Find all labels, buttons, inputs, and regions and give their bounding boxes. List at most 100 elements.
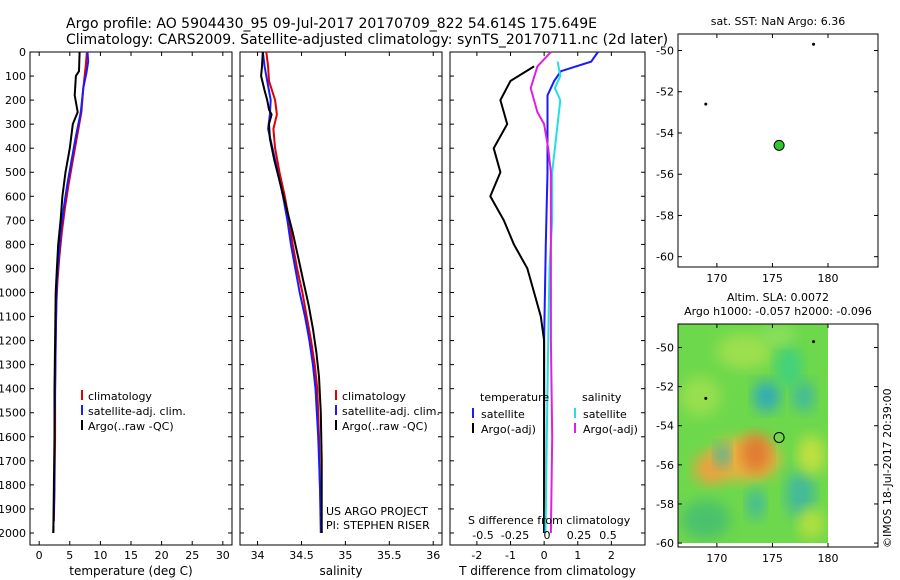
x-tick-label: 175 bbox=[762, 552, 783, 565]
x-axis-label: salinity bbox=[319, 564, 362, 578]
x-tick-label: 170 bbox=[706, 552, 727, 565]
heatmap-blob bbox=[792, 380, 815, 413]
x-tick-label: 35.5 bbox=[377, 549, 402, 562]
y-tick-label: 600 bbox=[5, 190, 26, 203]
series-line bbox=[52, 51, 88, 522]
y-tick-label: -50 bbox=[656, 44, 674, 57]
y-tick-label: -56 bbox=[656, 459, 674, 472]
x-tick-label: 35 bbox=[338, 549, 352, 562]
x-tick-label: 10 bbox=[93, 549, 107, 562]
heatmap-blob bbox=[681, 500, 731, 540]
legend-entry: satellite-adj. clim. bbox=[88, 405, 186, 418]
x-tick-label: 170 bbox=[706, 272, 727, 285]
map-frame bbox=[677, 33, 879, 268]
legend-entry: satellite bbox=[481, 408, 525, 421]
map-title: Argo h1000: -0.057 h2000: -0.096 bbox=[684, 305, 872, 318]
legend-entry: Argo(-adj) bbox=[481, 423, 536, 436]
y-tick-label: -50 bbox=[656, 341, 674, 354]
y-tick-label: -54 bbox=[656, 420, 674, 433]
y-tick-label: 300 bbox=[5, 118, 26, 131]
plot-frame bbox=[29, 51, 233, 546]
argo-float-marker bbox=[773, 431, 785, 443]
y-tick-label: 700 bbox=[5, 214, 26, 227]
plot-frame bbox=[239, 51, 443, 546]
series-line bbox=[261, 51, 322, 534]
y-tick-label: 500 bbox=[5, 166, 26, 179]
series-line bbox=[52, 51, 81, 534]
series-line bbox=[260, 51, 323, 533]
y-tick-label: 1600 bbox=[0, 431, 26, 444]
annotation-text: US ARGO PROJECT bbox=[326, 505, 428, 518]
legend-title: temperature bbox=[480, 391, 549, 404]
y-tick-label: 400 bbox=[5, 142, 26, 155]
map-frame bbox=[677, 323, 879, 548]
annotation-text: PI: STEPHEN RISER bbox=[326, 519, 430, 532]
y-tick-label: 900 bbox=[5, 262, 26, 275]
x-tick-label: 36 bbox=[426, 549, 440, 562]
x-tick-label: 1 bbox=[574, 549, 581, 562]
profile-marker bbox=[812, 340, 816, 344]
sla-map-panel: 170 175 180 -50 -52 -54 -56 -58 -60 Altim. SLA: 0… bbox=[656, 291, 879, 565]
series-line bbox=[265, 51, 323, 534]
x-axis-label: T difference from climatology bbox=[458, 564, 636, 578]
profile-marker bbox=[812, 42, 816, 46]
y-tick-label: 800 bbox=[5, 238, 26, 251]
x-tick-label: 180 bbox=[818, 272, 839, 285]
argo-float-marker bbox=[773, 139, 785, 151]
x-tick-label: -1 bbox=[505, 549, 516, 562]
legend-entry: Argo(..raw -QC) bbox=[88, 420, 174, 433]
legend-entry: Argo(..raw -QC) bbox=[342, 420, 428, 433]
heatmap-blob bbox=[746, 488, 765, 520]
plot-frame bbox=[449, 51, 646, 546]
sst-map-panel: 170 175 180 -50 -52 -54 -56 -58 -60 sat. SST: NaN… bbox=[656, 15, 879, 285]
legend-entry: climatology bbox=[88, 390, 152, 403]
x-tick-label: 30 bbox=[216, 549, 230, 562]
y-tick-label: -60 bbox=[656, 537, 674, 550]
heatmap-blob bbox=[798, 507, 825, 540]
heatmap-blob bbox=[741, 433, 771, 473]
profile-marker bbox=[704, 102, 708, 106]
y-tick-label: 1100 bbox=[0, 311, 26, 324]
y-tick-label: 100 bbox=[5, 70, 26, 83]
difference-panel: -2 -1 0 1 2 T difference from climatology temp… bbox=[449, 51, 646, 578]
y-tick-label: 1900 bbox=[0, 503, 26, 516]
y-tick-label: -60 bbox=[656, 251, 674, 264]
y-tick-label: 1400 bbox=[0, 383, 26, 396]
x-tick-label: 15 bbox=[124, 549, 138, 562]
legend-entry: satellite bbox=[583, 408, 627, 421]
y-tick-label: -52 bbox=[656, 381, 674, 394]
map-title: sat. SST: NaN Argo: 6.36 bbox=[711, 15, 845, 28]
series-line bbox=[529, 51, 554, 534]
x2-axis-label: S difference from climatology bbox=[468, 514, 631, 527]
x-tick-label: -2 bbox=[471, 549, 482, 562]
legend-title: salinity bbox=[582, 391, 622, 404]
x-tick-label: 0 bbox=[36, 549, 43, 562]
y-tick-label: -58 bbox=[656, 209, 674, 222]
x2-tick-label: 0.5 bbox=[599, 529, 617, 542]
x2-tick-label: -0.25 bbox=[501, 529, 529, 542]
y-tick-label: 1500 bbox=[0, 407, 26, 420]
series-line bbox=[544, 61, 562, 534]
x2-tick-label: 0.25 bbox=[567, 529, 592, 542]
x-tick-label: 34 bbox=[251, 549, 265, 562]
salinity-panel: 34 34.5 35 35.5 36 salinity climatology satelli… bbox=[239, 51, 443, 578]
y-tick-label: 1000 bbox=[0, 286, 26, 299]
heatmap-blob bbox=[716, 333, 773, 369]
x-tick-label: 180 bbox=[818, 552, 839, 565]
x2-tick-label: 0 bbox=[544, 529, 551, 542]
series-line bbox=[489, 65, 546, 533]
y-tick-label: 1700 bbox=[0, 455, 26, 468]
heatmap-blob bbox=[775, 345, 803, 389]
heatmap-blob bbox=[680, 376, 721, 416]
heatmap-blob bbox=[753, 380, 781, 413]
header-line-2: Climatology: CARS2009. Satellite-adjuste… bbox=[66, 32, 668, 48]
heatmap-blob bbox=[798, 435, 825, 475]
profile-marker bbox=[704, 396, 708, 400]
x-axis-label: temperature (deg C) bbox=[69, 564, 192, 578]
x-tick-label: 175 bbox=[762, 272, 783, 285]
y-tick-label: -56 bbox=[656, 168, 674, 181]
heatmap-blob bbox=[714, 443, 731, 467]
x-tick-label: 34.5 bbox=[289, 549, 314, 562]
temperature-panel: 0100200300400500600700800900100011001200… bbox=[0, 46, 233, 578]
y-tick-label: 0 bbox=[19, 46, 26, 59]
